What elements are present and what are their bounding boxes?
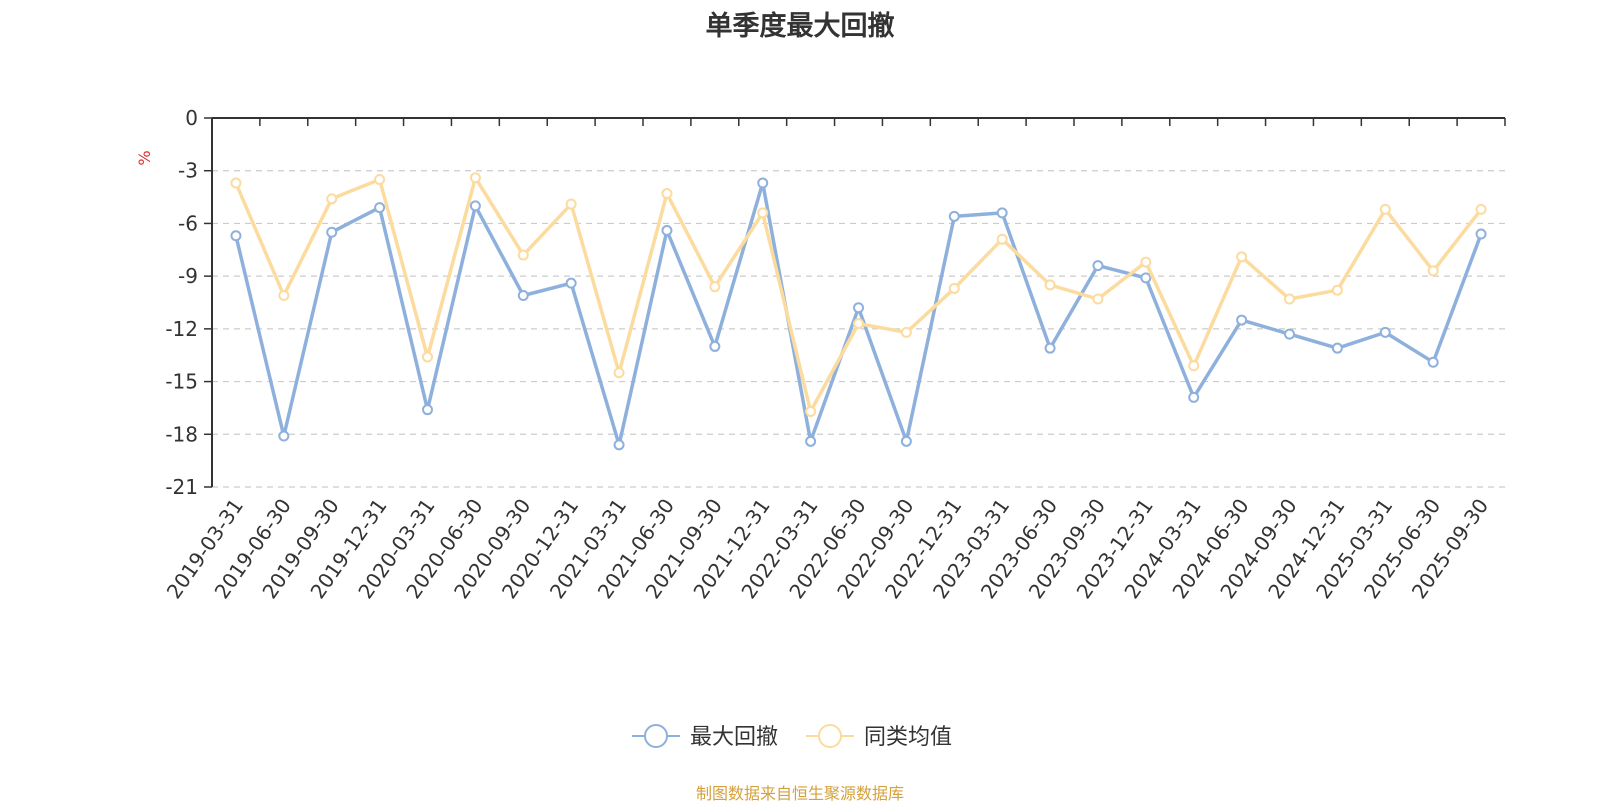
data-point xyxy=(374,174,386,185)
data-point xyxy=(709,281,721,293)
data-point xyxy=(565,277,577,289)
data-point xyxy=(469,172,481,184)
data-point xyxy=(1379,203,1391,215)
data-point xyxy=(661,188,673,200)
data-point xyxy=(1427,356,1439,368)
y-tick-label: -3 xyxy=(178,159,198,183)
y-tick-label: -18 xyxy=(165,422,198,446)
data-point xyxy=(565,198,577,210)
series-1 xyxy=(230,177,1487,451)
data-point xyxy=(374,202,386,214)
data-point xyxy=(230,177,242,189)
data-point xyxy=(1140,256,1152,268)
legend-marker xyxy=(818,724,842,748)
data-point xyxy=(948,282,960,294)
y-tick-label: 0 xyxy=(185,106,198,130)
legend-item-1: 最大回撤 xyxy=(632,724,778,750)
data-point xyxy=(853,302,864,314)
data-point xyxy=(1044,279,1056,291)
data-point xyxy=(1188,360,1200,372)
data-point xyxy=(517,289,529,301)
series-layer xyxy=(230,172,1487,451)
data-point xyxy=(1331,284,1343,296)
data-point xyxy=(1044,342,1056,354)
data-point xyxy=(422,404,433,416)
chart-title: 单季度最大回撤 xyxy=(705,11,895,42)
data-point xyxy=(1284,293,1295,305)
data-point xyxy=(1236,251,1248,263)
data-point xyxy=(1475,228,1487,240)
data-point xyxy=(805,405,817,417)
data-point xyxy=(326,226,338,238)
data-point xyxy=(613,367,625,379)
y-tick-label: -6 xyxy=(178,211,198,235)
data-point xyxy=(278,289,290,301)
y-axis-unit: % xyxy=(135,150,154,165)
series-line xyxy=(234,175,1483,414)
data-point xyxy=(805,435,817,447)
data-point xyxy=(996,233,1008,245)
data-point xyxy=(709,340,721,352)
data-point xyxy=(1188,391,1200,403)
data-point xyxy=(1379,326,1391,338)
data-point xyxy=(1236,314,1248,326)
series-2 xyxy=(230,172,1487,417)
data-point xyxy=(1331,342,1343,354)
data-point xyxy=(517,249,529,261)
data-point xyxy=(757,207,769,219)
y-tick-label: -21 xyxy=(165,475,198,499)
data-point xyxy=(613,439,625,451)
line-chart: 0-3-6-9-12-15-18-21%2019-03-312019-06-30… xyxy=(135,106,1506,750)
data-point xyxy=(1092,293,1104,305)
data-point xyxy=(469,200,481,212)
data-point xyxy=(661,224,673,236)
y-tick-label: -15 xyxy=(165,370,198,394)
data-point xyxy=(1092,260,1104,272)
source-note: 制图数据来自恒生聚源数据库 xyxy=(695,784,904,803)
data-point xyxy=(757,177,769,189)
data-point xyxy=(900,435,912,447)
data-point xyxy=(1140,272,1152,284)
legend-item-2: 同类均值 xyxy=(806,724,952,750)
legend-marker xyxy=(644,724,668,748)
data-point xyxy=(326,193,338,205)
series-line xyxy=(234,181,1483,447)
y-tick-label: -12 xyxy=(165,317,198,341)
data-point xyxy=(1284,328,1295,340)
legend-label: 同类均值 xyxy=(864,725,952,750)
data-point xyxy=(1475,203,1487,215)
data-point xyxy=(230,230,242,242)
data-point xyxy=(996,207,1008,219)
data-point xyxy=(853,318,864,330)
data-point xyxy=(900,326,912,338)
data-point xyxy=(948,210,960,222)
legend: 最大回撤 同类均值 xyxy=(632,724,952,750)
data-point xyxy=(278,430,290,442)
axis-layer: 0-3-6-9-12-15-18-21%2019-03-312019-06-30… xyxy=(135,106,1506,603)
data-point xyxy=(1427,265,1439,277)
data-point xyxy=(422,351,433,363)
y-tick-label: -9 xyxy=(178,264,198,288)
legend-label: 最大回撤 xyxy=(690,725,778,750)
